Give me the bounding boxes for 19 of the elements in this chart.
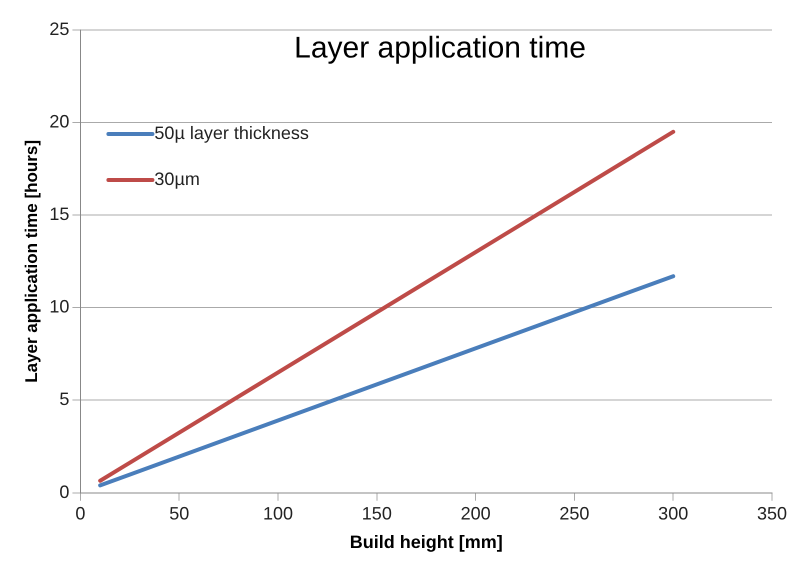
x-tick-label: 50	[169, 504, 190, 524]
x-axis-title: Build height [mm]	[350, 532, 503, 552]
y-tick-label: 0	[59, 482, 70, 502]
y-tick-label: 20	[49, 112, 70, 132]
x-tick-label: 300	[658, 504, 688, 524]
x-tick-label: 200	[460, 504, 491, 524]
x-tick-label: 100	[262, 504, 294, 524]
x-tick-label: 250	[559, 504, 590, 524]
y-tick-label: 15	[49, 204, 70, 224]
legend-label: 30µm	[154, 168, 200, 189]
x-tick-label: 150	[362, 504, 392, 524]
y-tick-label: 5	[59, 389, 70, 410]
y-tick-label: 25	[49, 18, 70, 39]
chart-title: Layer application time	[294, 31, 586, 64]
legend-label: 50µ layer thickness	[154, 122, 309, 143]
y-axis-title: Layer application time [hours]	[22, 140, 41, 383]
y-tick-label: 10	[49, 296, 70, 317]
x-tick-label: 350	[756, 504, 788, 524]
x-tick-label: 0	[75, 504, 86, 524]
